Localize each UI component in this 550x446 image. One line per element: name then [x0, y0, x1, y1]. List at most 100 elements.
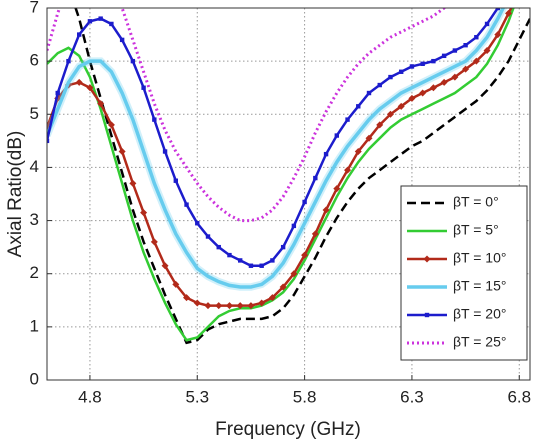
marker — [322, 206, 330, 214]
marker — [420, 61, 425, 66]
marker — [107, 121, 115, 129]
x-axis-label: Frequency (GHz) — [215, 419, 361, 440]
marker — [441, 53, 447, 59]
legend-label: βT = 25° — [453, 334, 506, 350]
marker — [301, 251, 309, 259]
legend-label: βT = 5° — [453, 222, 499, 238]
marker — [423, 255, 431, 263]
marker — [130, 58, 136, 64]
marker — [183, 294, 191, 302]
y-tick-label: 6 — [30, 51, 39, 70]
marker — [184, 202, 189, 207]
marker — [408, 94, 416, 102]
y-tick-label: 3 — [30, 210, 39, 229]
marker — [215, 302, 223, 310]
series-line — [47, 8, 513, 307]
series-line — [74, 8, 530, 345]
marker — [270, 258, 275, 263]
marker — [97, 100, 105, 108]
marker — [397, 102, 405, 110]
legend-label: βT = 10° — [453, 250, 506, 266]
y-tick-label: 2 — [30, 263, 39, 282]
marker — [290, 270, 298, 278]
marker — [248, 263, 254, 268]
x-tick-label: 5.8 — [293, 387, 317, 406]
marker — [204, 302, 212, 310]
legend-label: βT = 15° — [453, 278, 506, 294]
marker — [484, 21, 490, 27]
marker — [109, 21, 114, 27]
marker — [259, 263, 264, 268]
series-line — [47, 8, 515, 342]
marker — [193, 299, 201, 307]
series-line — [47, 8, 447, 223]
marker — [129, 179, 137, 187]
marker — [150, 238, 158, 246]
y-tick-label: 1 — [30, 316, 39, 335]
marker — [140, 209, 148, 217]
marker — [161, 262, 169, 270]
marker — [440, 78, 448, 86]
marker — [66, 58, 71, 64]
x-tick-label: 5.3 — [185, 387, 209, 406]
marker — [291, 223, 297, 229]
marker — [280, 244, 286, 250]
marker — [55, 90, 60, 96]
marker — [424, 312, 430, 318]
marker — [258, 299, 266, 307]
marker — [238, 258, 243, 263]
marker — [431, 58, 436, 64]
marker — [388, 74, 393, 80]
marker — [409, 64, 415, 69]
legend-box — [400, 185, 528, 361]
marker — [345, 117, 350, 122]
marker — [118, 147, 126, 155]
ticks: 4.8 5.3 5.8 6.3 6.8 0 1 2 3 4 5 6 7 — [30, 0, 532, 406]
marker — [377, 82, 382, 88]
legend-label: βT = 20° — [453, 306, 506, 322]
marker — [376, 121, 384, 129]
marker — [354, 147, 362, 155]
marker — [47, 138, 50, 144]
marker — [452, 48, 458, 53]
y-tick-label: 4 — [30, 157, 39, 176]
marker — [152, 117, 157, 122]
marker — [86, 84, 94, 92]
y-tick-label: 5 — [30, 104, 39, 123]
marker — [247, 302, 255, 310]
marker — [268, 294, 276, 302]
y-tick-label: 7 — [30, 0, 39, 16]
marker — [195, 221, 200, 226]
marker — [225, 302, 233, 310]
marker — [494, 31, 502, 39]
plot-area — [47, 8, 530, 345]
series-line — [47, 8, 506, 289]
marker — [227, 252, 232, 258]
marker — [172, 280, 180, 288]
marker — [313, 175, 318, 181]
x-tick-label: 6.8 — [507, 387, 531, 406]
marker — [483, 47, 491, 55]
x-tick-label: 4.8 — [78, 387, 102, 406]
marker — [366, 90, 372, 96]
marker — [451, 73, 459, 81]
marker — [75, 78, 83, 86]
marker — [119, 37, 125, 43]
marker — [344, 166, 352, 174]
marker — [356, 104, 361, 109]
marker — [87, 19, 93, 24]
series-line — [47, 8, 500, 267]
marker — [173, 178, 178, 183]
marker — [236, 302, 244, 310]
legend: βT = 0° βT = 5° βT = 10° βT = 15° βT = 20° βT… — [400, 185, 528, 361]
axes-box — [46, 7, 531, 381]
marker — [205, 234, 211, 239]
marker — [463, 43, 468, 48]
marker — [323, 151, 329, 157]
marker — [311, 230, 319, 238]
marker — [302, 199, 307, 205]
marker — [365, 134, 373, 142]
marker — [141, 85, 146, 90]
x-tick-label: 6.3 — [400, 387, 424, 406]
